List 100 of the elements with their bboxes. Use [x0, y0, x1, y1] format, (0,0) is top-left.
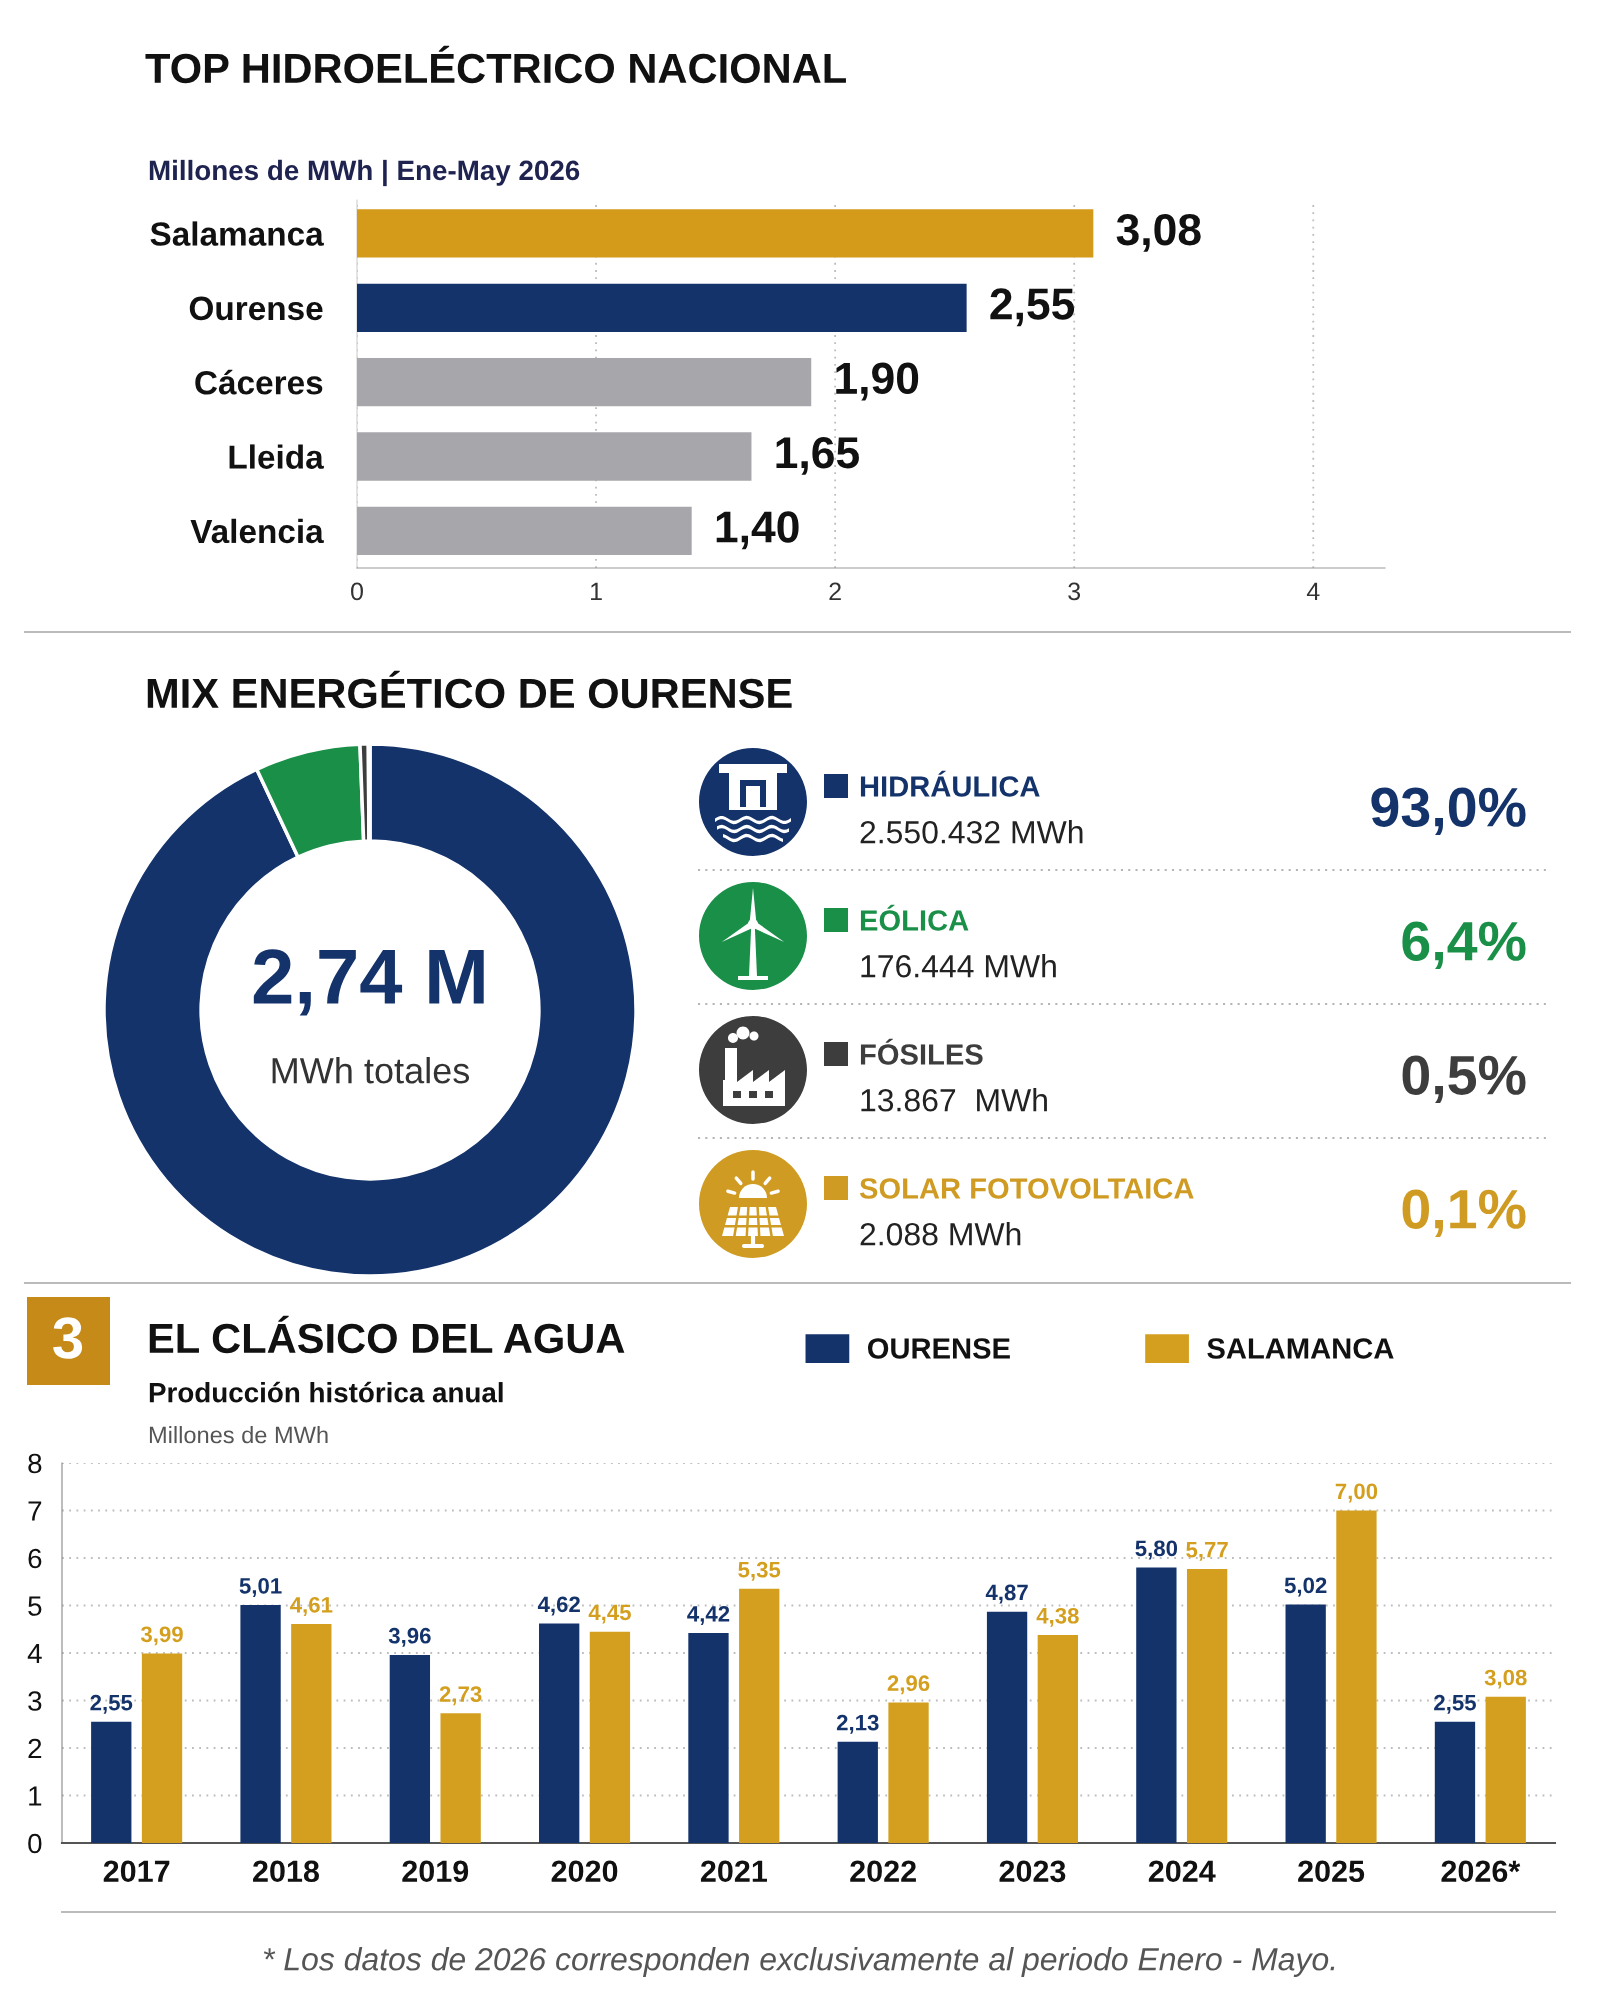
bar — [357, 283, 967, 332]
y-tick-label: Valencia — [190, 518, 324, 544]
bar — [240, 1605, 281, 1843]
bar — [1037, 1634, 1078, 1843]
data-label: 4,45 — [588, 1604, 631, 1624]
data-label: 3,08 — [1116, 213, 1201, 252]
data-label: 1,40 — [716, 511, 799, 550]
y-tick-label: Ourense — [189, 296, 323, 321]
bar — [888, 1702, 929, 1843]
bar — [1186, 1568, 1228, 1843]
data-label: 2,55 — [990, 288, 1075, 327]
x-tick-label: 2 — [829, 582, 841, 601]
bar — [986, 1611, 1028, 1843]
data-label: 5,35 — [738, 1561, 781, 1581]
bar — [1485, 1696, 1526, 1843]
y-tick-label: Salamanca — [150, 221, 324, 246]
x-tick-label: 4 — [1306, 582, 1320, 601]
bar — [91, 1721, 132, 1843]
data-label: 3,96 — [388, 1627, 431, 1647]
x-tick-label: 2022 — [850, 1860, 916, 1883]
data-label: 4,38 — [1036, 1607, 1079, 1627]
data-label: 4,62 — [537, 1596, 580, 1616]
data-label: 2,55 — [90, 1694, 133, 1714]
y-tick-label: 0 — [28, 1833, 42, 1854]
x-tick-label: 2025 — [1298, 1860, 1365, 1883]
y-tick-label: 2 — [28, 1738, 42, 1759]
bar — [291, 1624, 332, 1843]
y-tick-label: 4 — [27, 1643, 42, 1664]
bar — [1336, 1510, 1377, 1843]
bar — [837, 1741, 878, 1843]
bar — [688, 1633, 729, 1843]
text: MWh totales — [272, 1057, 470, 1084]
bar — [389, 1654, 431, 1843]
y-tick-label: Cáceres — [195, 369, 323, 395]
x-tick-label: 2019 — [402, 1860, 469, 1883]
x-tick-label: 2024 — [1148, 1860, 1216, 1883]
text: 2,74 M — [253, 949, 484, 1016]
text: 2.088 MWh — [860, 1222, 1021, 1246]
data-label: 3,08 — [1484, 1669, 1527, 1689]
bar — [589, 1631, 631, 1843]
bar — [357, 209, 1094, 258]
data-label: 5,02 — [1284, 1577, 1327, 1597]
data-label: 2,73 — [439, 1686, 482, 1706]
x-tick-label: 2026* — [1441, 1860, 1521, 1883]
text: 0,1% — [1402, 1189, 1526, 1237]
legend-label: SOLAR FOTOVOLTAICA — [859, 1178, 1194, 1199]
data-label: 1,90 — [836, 362, 919, 401]
x-tick-label: 0 — [351, 582, 363, 601]
bar — [357, 432, 752, 481]
y-tick-label: 8 — [28, 1453, 42, 1474]
y-tick-label: 7 — [28, 1501, 42, 1521]
x-tick-label: 2023 — [999, 1860, 1066, 1883]
y-tick-label: 6 — [28, 1548, 42, 1569]
bar — [357, 506, 692, 555]
data-label: 5,80 — [1135, 1540, 1178, 1560]
data-label: 2,55 — [1434, 1694, 1476, 1714]
data-label: 1,65 — [776, 436, 859, 475]
text: 13.867 MWh — [861, 1088, 1047, 1112]
legend-label: HIDRÁULICA — [860, 770, 1040, 797]
x-tick-label: 3 — [1068, 582, 1081, 601]
text: * Los datos de 2026 corresponden exclusivamente al periodo Enero - Mayo. — [263, 1947, 1335, 1977]
x-tick-label: 2020 — [551, 1860, 618, 1883]
data-label: 7,00 — [1335, 1483, 1378, 1503]
chart-title: TOP HIDROELÉCTRICO NACIONAL — [145, 45, 846, 84]
bar — [357, 357, 812, 407]
text: 176.444 MWh — [861, 954, 1056, 978]
y-axis-title: Millones de MWh — [149, 1425, 328, 1444]
x-tick-label: 2021 — [700, 1860, 767, 1883]
x-tick-label: 2017 — [103, 1860, 170, 1883]
data-label: 5,01 — [239, 1577, 282, 1597]
chart-title: MIX ENERGÉTICO DE OURENSE — [147, 670, 792, 709]
legend-label: OURENSE — [867, 1338, 1010, 1359]
x-tick-label: 1 — [591, 582, 602, 601]
text: 6,4% — [1402, 921, 1526, 969]
y-tick-label: 3 — [28, 1691, 42, 1711]
bar — [1434, 1721, 1476, 1843]
y-tick-label: Lleida — [229, 444, 324, 469]
text: 0,5% — [1402, 1055, 1526, 1103]
bar — [440, 1713, 481, 1843]
text: 93,0% — [1371, 787, 1526, 835]
legend-label: FÓSILES — [860, 1038, 983, 1065]
bar — [739, 1588, 780, 1843]
x-tick-label: 2018 — [253, 1860, 319, 1883]
data-label: 5,77 — [1186, 1542, 1228, 1561]
text: 2.550.432 MWh — [860, 820, 1083, 844]
legend-label: SALAMANCA — [1207, 1338, 1394, 1359]
bar — [1285, 1604, 1326, 1843]
data-label: 4,42 — [687, 1605, 730, 1625]
y-tick-label: 1 — [29, 1786, 42, 1806]
data-label: 3,99 — [140, 1626, 183, 1646]
data-label: 2,96 — [887, 1675, 930, 1695]
bar — [1136, 1567, 1177, 1843]
data-label: 4,87 — [985, 1584, 1028, 1604]
bar — [141, 1653, 183, 1843]
chart-title: EL CLÁSICO DEL AGUA — [149, 1315, 625, 1354]
data-label: 2,13 — [836, 1714, 879, 1734]
legend-label: EÓLICA — [860, 904, 969, 931]
chart-subtitle: Producción histórica anual — [149, 1381, 503, 1403]
data-label: 4,61 — [290, 1596, 333, 1616]
chart-subtitle: Millones de MWh | Ene-May 2026 — [149, 159, 580, 187]
